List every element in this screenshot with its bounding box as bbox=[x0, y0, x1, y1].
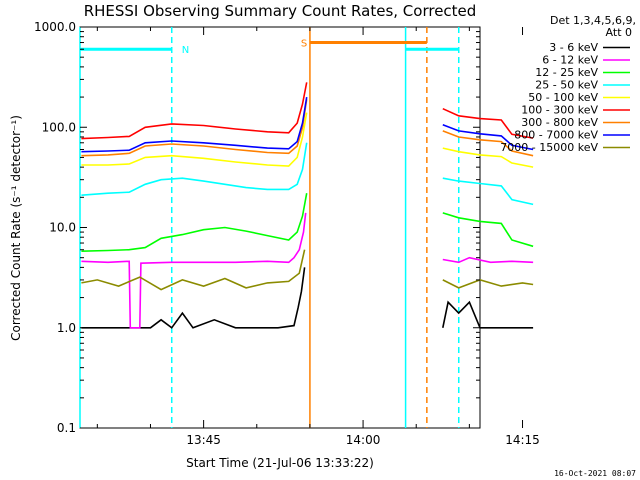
legend-entry-label: 6 - 12 keV bbox=[542, 54, 598, 67]
y-axis-label: Corrected Count Rate (s⁻¹ detector⁻¹) bbox=[9, 115, 23, 341]
series-line bbox=[442, 130, 534, 157]
series-line bbox=[442, 256, 534, 264]
series-line bbox=[442, 300, 534, 329]
chart-title: RHESSI Observing Summary Count Rates, Co… bbox=[84, 2, 477, 20]
plot-frame bbox=[79, 26, 481, 429]
x-axis-label: Start Time (21-Jul-06 13:33:22) bbox=[186, 456, 374, 470]
series-line bbox=[81, 112, 308, 167]
series-line bbox=[442, 212, 534, 248]
x-tick-label: 14:15 bbox=[505, 433, 540, 447]
flag-label-S: S bbox=[301, 39, 307, 50]
legend-entry-label: 12 - 25 keV bbox=[535, 66, 598, 79]
y-tick-label: 10.0 bbox=[49, 221, 76, 235]
legend-header-line-2: Att 0 bbox=[606, 26, 632, 39]
y-tick-label: 100.0 bbox=[42, 120, 76, 134]
legend-entry-label: 25 - 50 keV bbox=[535, 79, 598, 92]
series-line bbox=[81, 99, 308, 157]
legend-entry-label: 3 - 6 keV bbox=[549, 41, 598, 54]
legend-entry-label: 50 - 100 keV bbox=[528, 91, 598, 104]
legend-entry-label: 100 - 300 keV bbox=[521, 104, 598, 117]
series-line bbox=[81, 249, 306, 291]
y-tick-label: 1000.0 bbox=[34, 20, 76, 34]
y-tick-label: 0.1 bbox=[57, 421, 76, 435]
y-tick-label: 1.0 bbox=[57, 321, 76, 335]
flag-label-N: N bbox=[182, 45, 189, 56]
series-line bbox=[81, 82, 308, 140]
series-line bbox=[442, 147, 534, 168]
legend-entry-label: 800 - 7000 keV bbox=[514, 129, 598, 142]
series-line bbox=[442, 177, 534, 206]
legend-entry-label: 300 - 800 keV bbox=[521, 116, 598, 129]
legend-entry-label: 7000 - 15000 keV bbox=[500, 141, 598, 154]
x-tick-label: 14:00 bbox=[346, 433, 381, 447]
plot-area: NS bbox=[79, 26, 534, 429]
series-line bbox=[81, 142, 308, 196]
y-axis: 0.1 1.0 10.0 100.0 1000.0 bbox=[34, 20, 480, 435]
series-line bbox=[442, 107, 534, 139]
series-line bbox=[442, 279, 534, 289]
date-stamp: 16-Oct-2021 08:07 bbox=[554, 469, 636, 478]
series-line bbox=[81, 96, 308, 153]
series-line bbox=[81, 212, 307, 329]
series-line bbox=[442, 123, 534, 151]
x-tick-label: 13:45 bbox=[186, 433, 221, 447]
series-line bbox=[81, 193, 308, 252]
series-line bbox=[81, 267, 306, 329]
legend-header-line-1: Det 1,3,4,5,6,9, bbox=[550, 14, 636, 27]
